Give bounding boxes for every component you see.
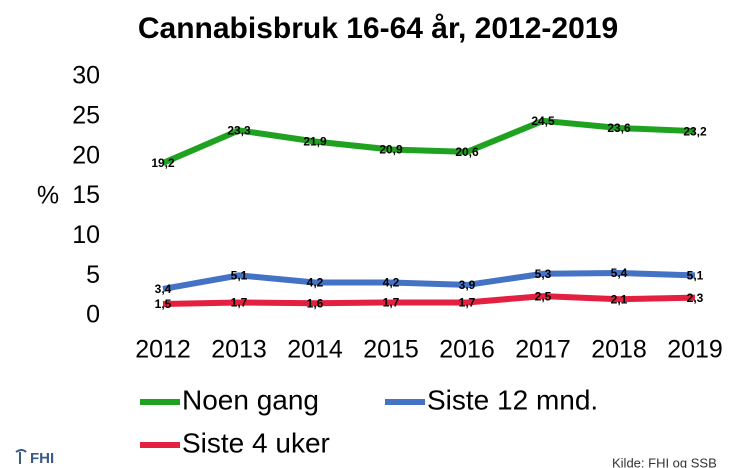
- y-tick-label: 15: [72, 181, 100, 209]
- data-label: 1,7: [231, 296, 248, 310]
- data-label: 3,4: [155, 282, 172, 296]
- y-axis-label: %: [37, 182, 59, 210]
- data-label: 21,9: [303, 135, 327, 149]
- logo-icon: [15, 449, 27, 464]
- y-tick-label: 20: [72, 141, 100, 169]
- data-label: 19,2: [151, 156, 175, 170]
- legend-label: Noen gang: [182, 384, 319, 415]
- x-tick-label: 2017: [515, 336, 571, 364]
- series-line: [162, 293, 696, 308]
- series-line: [162, 269, 696, 292]
- data-label: 1,6: [307, 296, 324, 310]
- y-tick-label: 10: [72, 221, 100, 249]
- y-tick-label: 5: [86, 261, 100, 289]
- x-tick-label: 2016: [439, 336, 495, 364]
- data-label: 5,3: [535, 267, 552, 281]
- data-label: 5,1: [687, 269, 704, 283]
- data-label: 24,5: [531, 114, 555, 128]
- data-label: 4,2: [307, 276, 324, 290]
- data-label: 20,6: [455, 145, 479, 159]
- x-tick-label: 2012: [135, 336, 191, 364]
- x-tick-label: 2018: [591, 336, 647, 364]
- data-label: 20,9: [379, 143, 403, 157]
- data-label: 1,7: [459, 296, 476, 310]
- data-label: 23,3: [227, 124, 251, 138]
- y-tick-label: 25: [72, 101, 100, 129]
- data-label: 2,5: [535, 289, 552, 303]
- source: Kilde: FHI og SSB: [612, 455, 717, 468]
- series-line: [161, 117, 696, 166]
- y-tick-label: 0: [86, 301, 100, 329]
- data-label: 1,7: [383, 296, 400, 310]
- legend-label: Siste 4 uker: [182, 427, 330, 458]
- x-tick-label: 2015: [363, 336, 419, 364]
- data-label: 4,2: [383, 276, 400, 290]
- x-tick-label: 2014: [287, 336, 343, 364]
- y-tick-label: 30: [72, 62, 100, 90]
- legend-label: Siste 12 mnd.: [427, 384, 598, 415]
- data-label: 23,6: [607, 121, 631, 135]
- data-label: 2,3: [687, 291, 704, 305]
- x-tick-label: 2019: [667, 336, 723, 364]
- data-label: 1,5: [155, 297, 172, 311]
- x-tick-label: 2013: [211, 336, 267, 364]
- data-label: 5,1: [231, 269, 248, 283]
- logo: FHI: [30, 450, 54, 467]
- data-label: 23,2: [683, 124, 707, 138]
- data-label: 2,1: [611, 292, 628, 306]
- data-label: 5,4: [611, 266, 628, 280]
- chart-title: Cannabisbruk 16-64 år, 2012-2019: [138, 12, 618, 45]
- data-label: 3,9: [459, 278, 476, 292]
